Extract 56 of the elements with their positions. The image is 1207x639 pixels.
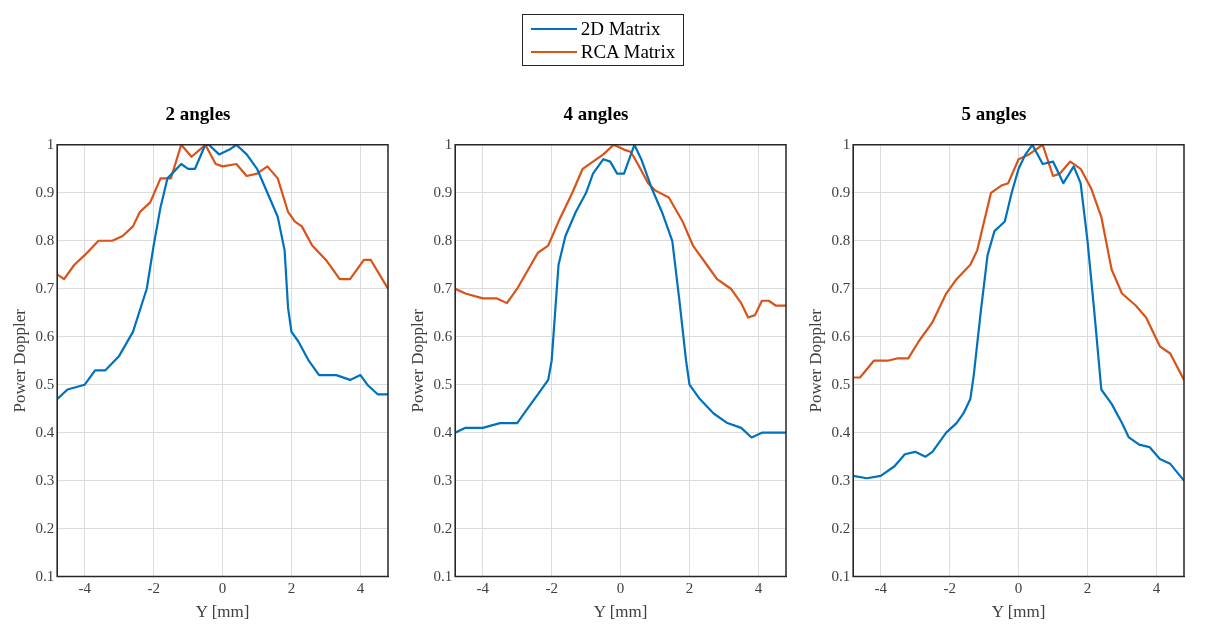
x-axis-title: Y [mm] [991, 602, 1046, 622]
y-tick-label: 0.8 [35, 231, 55, 248]
x-tick-label: -4 [78, 579, 92, 596]
y-tick-label: 0.5 [831, 375, 851, 392]
legend-label: RCA Matrix [580, 40, 676, 63]
y-tick-label: 0.1 [831, 567, 851, 584]
y-tick-label: 0.3 [433, 471, 453, 488]
y-tick-label: 0.1 [35, 567, 55, 584]
y-tick-label: 0.6 [433, 327, 453, 344]
y-tick-label: 0.7 [35, 279, 55, 296]
x-tick-label: 0 [218, 579, 227, 596]
x-axis-title: Y [mm] [593, 602, 648, 622]
x-tick-label: 4 [754, 579, 763, 596]
y-tick-label: 0.6 [831, 327, 851, 344]
y-tick-label: 0.8 [831, 231, 851, 248]
y-tick-label: 1 [46, 135, 55, 152]
y-tick-label: 0.9 [831, 183, 851, 200]
x-tick-label: 2 [1083, 579, 1092, 596]
y-tick-label: 1 [842, 135, 851, 152]
y-tick-label: 0.5 [35, 375, 55, 392]
y-tick-label: 0.7 [433, 279, 453, 296]
chart-title: 2 angles [165, 103, 231, 125]
x-tick-label: 2 [685, 579, 694, 596]
y-tick-label: 0.4 [35, 423, 55, 440]
y-tick-label: 0.4 [831, 423, 851, 440]
y-tick-label: 0.6 [35, 327, 55, 344]
y-tick-label: 0.4 [433, 423, 453, 440]
y-axis-title: Power Doppler [805, 308, 825, 413]
x-tick-label: 2 [287, 579, 296, 596]
legend-label: 2D Matrix [580, 17, 661, 40]
x-tick-label: -2 [545, 579, 558, 596]
x-tick-label: -2 [943, 579, 956, 596]
y-tick-label: 0.2 [831, 519, 851, 536]
y-tick-label: 0.5 [433, 375, 453, 392]
y-tick-label: 0.3 [35, 471, 55, 488]
x-tick-label: 4 [1152, 579, 1161, 596]
chart-title: 5 angles [961, 103, 1027, 125]
x-tick-label: 0 [1014, 579, 1023, 596]
x-tick-label: 4 [356, 579, 365, 596]
x-tick-label: -2 [147, 579, 160, 596]
y-tick-label: 0.7 [831, 279, 851, 296]
y-tick-label: 0.9 [35, 183, 55, 200]
y-tick-label: 0.2 [35, 519, 55, 536]
x-tick-label: -4 [476, 579, 490, 596]
y-tick-label: 0.1 [433, 567, 453, 584]
x-tick-label: -4 [874, 579, 888, 596]
y-tick-label: 1 [444, 135, 453, 152]
y-tick-label: 0.9 [433, 183, 453, 200]
chart-title: 4 angles [563, 103, 629, 125]
y-tick-label: 0.2 [433, 519, 453, 536]
y-tick-label: 0.3 [831, 471, 851, 488]
x-tick-label: 0 [616, 579, 625, 596]
y-axis-title: Power Doppler [407, 308, 427, 413]
x-axis-title: Y [mm] [195, 602, 250, 622]
y-tick-label: 0.8 [433, 231, 453, 248]
y-axis-title: Power Doppler [9, 308, 29, 413]
